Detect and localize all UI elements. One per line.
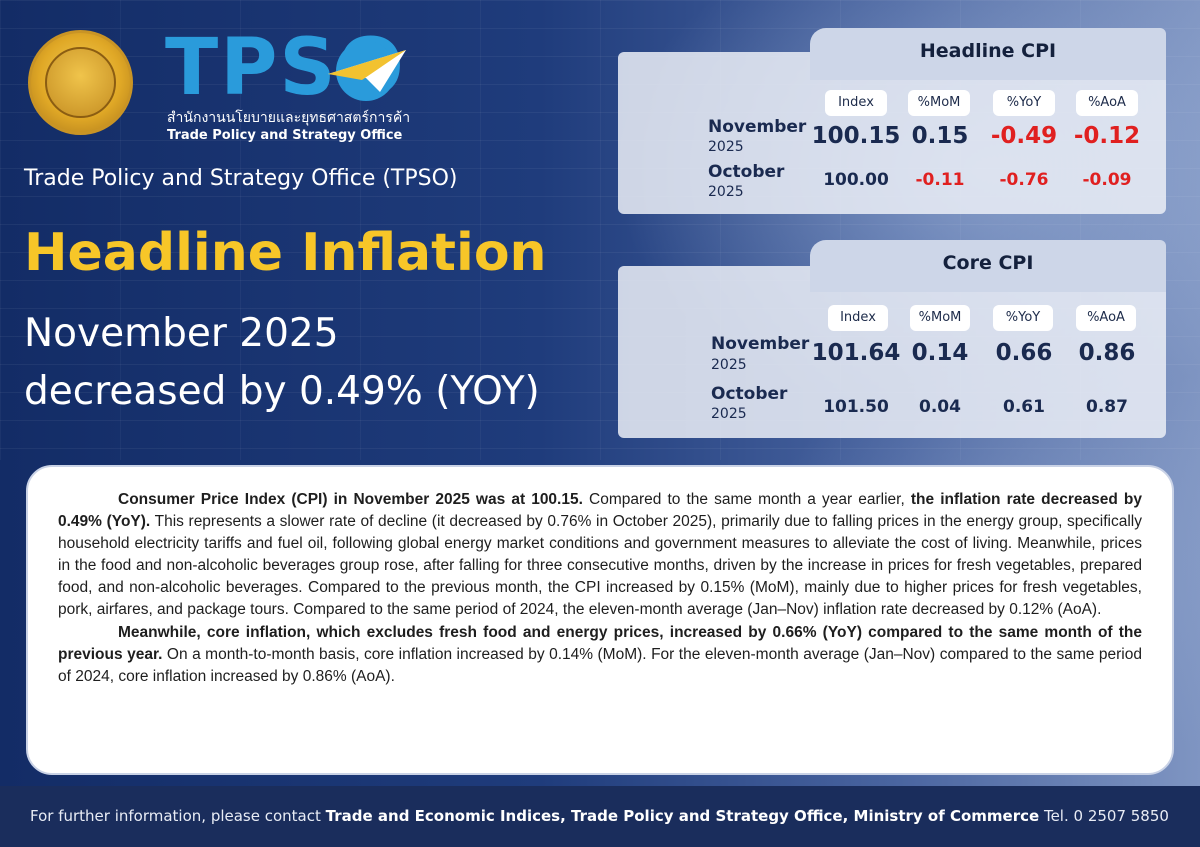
- cpi-yoy-value: -0.76: [999, 170, 1049, 190]
- cpi-mom-value: -0.11: [915, 170, 965, 190]
- column-header: Index: [825, 90, 887, 116]
- row-month: November: [711, 334, 810, 354]
- row-year: 2025: [708, 184, 744, 200]
- core-aoa-value: 0.86: [1078, 340, 1136, 366]
- cpi-index-value: 100.15: [811, 123, 901, 149]
- ministry-seal-icon: [28, 30, 133, 135]
- column-header: %AoA: [1076, 90, 1138, 116]
- headline-cpi-title: Headline CPI: [810, 28, 1166, 80]
- summary-text: On a month-to-month basis, core inflatio…: [58, 645, 1142, 685]
- column-header: %AoA: [1076, 305, 1136, 331]
- office-name: Trade Policy and Strategy Office (TPSO): [24, 166, 458, 191]
- row-month: October: [708, 162, 785, 182]
- subtitle-change: decreased by 0.49% (YOY): [24, 369, 540, 414]
- column-header: %YoY: [993, 90, 1055, 116]
- paper-plane-icon: [328, 41, 406, 101]
- summary-paragraph-core: Meanwhile, core inflation, which exclude…: [58, 622, 1142, 688]
- logo-thai-name: สำนักงานนโยบายและยุทธศาสตร์การค้า: [167, 110, 411, 126]
- footer-contact: For further information, please contact …: [30, 806, 1169, 826]
- page-title: Headline Inflation: [24, 223, 547, 283]
- cpi-yoy-value: -0.49: [990, 123, 1058, 149]
- core-index-value: 101.64: [811, 340, 901, 366]
- core-cpi-panel: [618, 266, 1166, 438]
- seal-emblem: [45, 47, 116, 118]
- summary-bold: Meanwhile, core inflation, which exclude…: [58, 623, 1142, 663]
- core-mom-value: 0.14: [911, 340, 969, 366]
- footer-bar: [0, 786, 1200, 847]
- core-mom-value: 0.04: [919, 397, 961, 417]
- cpi-aoa-value: -0.09: [1082, 170, 1132, 190]
- row-year: 2025: [711, 406, 747, 422]
- summary-bold: the inflation rate decreased by 0.49% (Y…: [58, 491, 1142, 531]
- footer-contact-name: Trade and Economic Indices, Trade Policy…: [325, 807, 1040, 825]
- cpi-aoa-value: -0.12: [1073, 123, 1141, 149]
- summary-text: Compared to the same month a year earlie…: [582, 491, 911, 508]
- logo-english-name: Trade Policy and Strategy Office: [167, 128, 403, 143]
- column-header: Index: [828, 305, 888, 331]
- core-yoy-value: 0.61: [1003, 397, 1045, 417]
- cpi-index-value: 100.00: [823, 170, 889, 190]
- summary-bold: Consumer Price Index (CPI) in November 2…: [118, 491, 583, 508]
- column-header: %MoM: [908, 90, 970, 116]
- core-index-value: 101.50: [823, 397, 889, 417]
- summary-text: This represents a slower rate of decline…: [58, 513, 1142, 619]
- footer-phone: Tel. 0 2507 5850: [1039, 807, 1169, 825]
- column-header: %YoY: [993, 305, 1053, 331]
- summary-card: Consumer Price Index (CPI) in November 2…: [26, 465, 1174, 775]
- row-month: October: [711, 384, 788, 404]
- subtitle-month: November 2025: [24, 311, 339, 356]
- core-cpi-title: Core CPI: [810, 240, 1166, 292]
- cpi-mom-value: 0.15: [911, 123, 969, 149]
- core-yoy-value: 0.66: [995, 340, 1053, 366]
- core-aoa-value: 0.87: [1086, 397, 1128, 417]
- summary-paragraph-headline: Consumer Price Index (CPI) in November 2…: [58, 489, 1142, 622]
- footer-prefix: For further information, please contact: [30, 807, 326, 825]
- column-header: %MoM: [910, 305, 970, 331]
- row-month: November: [708, 117, 807, 137]
- row-year: 2025: [708, 139, 744, 155]
- row-year: 2025: [711, 357, 747, 373]
